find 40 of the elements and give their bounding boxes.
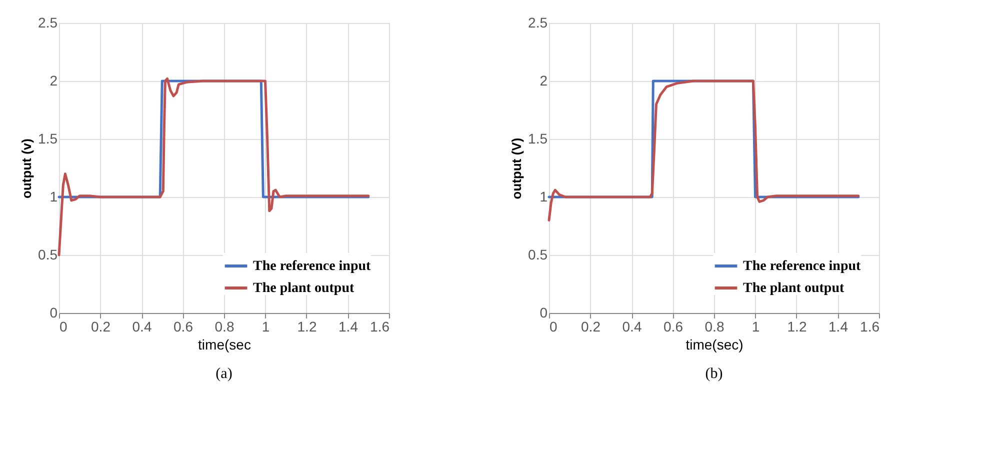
x-tick-label: 0.6: [174, 318, 194, 334]
x-tick-label: 0.8: [704, 318, 724, 334]
legend-label: The plant output: [253, 281, 354, 296]
legend-label: The plant output: [743, 281, 844, 296]
x-tick-label: 1.6: [860, 318, 880, 334]
line-series: [548, 80, 860, 222]
y-tick-label: 1: [540, 188, 548, 204]
text: (b): [705, 366, 723, 382]
x-tick-label: 1: [262, 318, 270, 334]
y-tick-label: 0.5: [38, 246, 58, 262]
text: (a): [216, 366, 232, 382]
y-axis-title: output (V): [509, 138, 524, 200]
x-tick-label: 1.2: [787, 318, 807, 334]
y-tick-label: 1: [50, 188, 58, 204]
y-tick-label: 0: [540, 304, 548, 320]
x-tick-label: 1.4: [828, 318, 848, 334]
x-axis-title: time(sec): [686, 336, 744, 352]
x-tick-label: 0.6: [664, 318, 684, 334]
y-tick-label: 2: [50, 72, 58, 88]
x-tick-label: 0.2: [581, 318, 601, 334]
y-tick-label: 2.5: [528, 14, 548, 30]
y-tick-label: 2.5: [38, 14, 58, 30]
y-tick-label: 0.5: [528, 246, 548, 262]
y-tick-label: 0: [50, 304, 58, 320]
y-tick-label: 2: [540, 72, 548, 88]
x-tick-label: 0.2: [91, 318, 111, 334]
legend-label: The reference input: [743, 259, 862, 274]
x-axis-title: time(sec: [198, 336, 251, 352]
x-tick-label: 1.2: [297, 318, 317, 334]
x-tick-label: 1: [752, 318, 760, 334]
x-tick-label: 0.8: [214, 318, 234, 334]
x-tick-label: 0.4: [132, 318, 152, 334]
legend-label: The reference input: [253, 259, 372, 274]
y-axis-title: output (v): [19, 138, 34, 198]
x-tick-label: 1.6: [370, 318, 390, 334]
x-tick-label: 1.4: [338, 318, 358, 334]
y-tick-label: 1.5: [528, 130, 548, 146]
y-tick-label: 1.5: [38, 130, 58, 146]
line-series: [58, 77, 370, 256]
x-tick-label: 0.4: [622, 318, 642, 334]
